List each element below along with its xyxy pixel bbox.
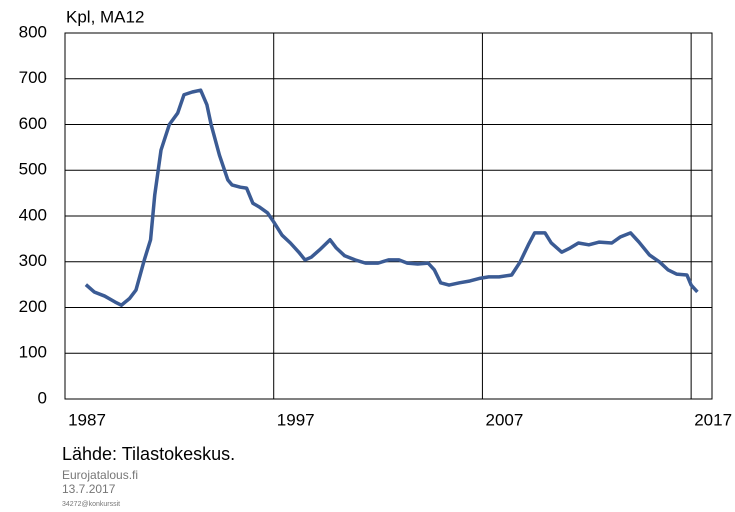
y-tick-label: 600 [19,114,47,133]
x-tick-label: 2017 [694,410,732,429]
y-tick-label: 800 [19,22,47,41]
footer: 34272@konkurssit [62,501,120,508]
line [84,88,699,307]
source: Lähde: Tilastokeskus. [62,444,235,464]
footer: 13.7.2017 [62,482,116,496]
y-tick-label: 200 [19,297,47,316]
footer: Eurojatalous.fi [62,468,138,482]
y-tick-label: 100 [19,343,47,362]
x-tick-label: 1987 [68,410,106,429]
x-tick-label: 2007 [486,410,524,429]
y-tick-label: 500 [19,160,47,179]
y-axis-label: Kpl, MA12 [66,7,144,26]
x-tick-label: 1997 [277,410,315,429]
y-tick-label: 400 [19,205,47,224]
y-tick-label: 0 [38,388,47,407]
y-tick-label: 700 [19,68,47,87]
y-tick-label: 300 [19,251,47,270]
plot-frame [64,32,713,400]
